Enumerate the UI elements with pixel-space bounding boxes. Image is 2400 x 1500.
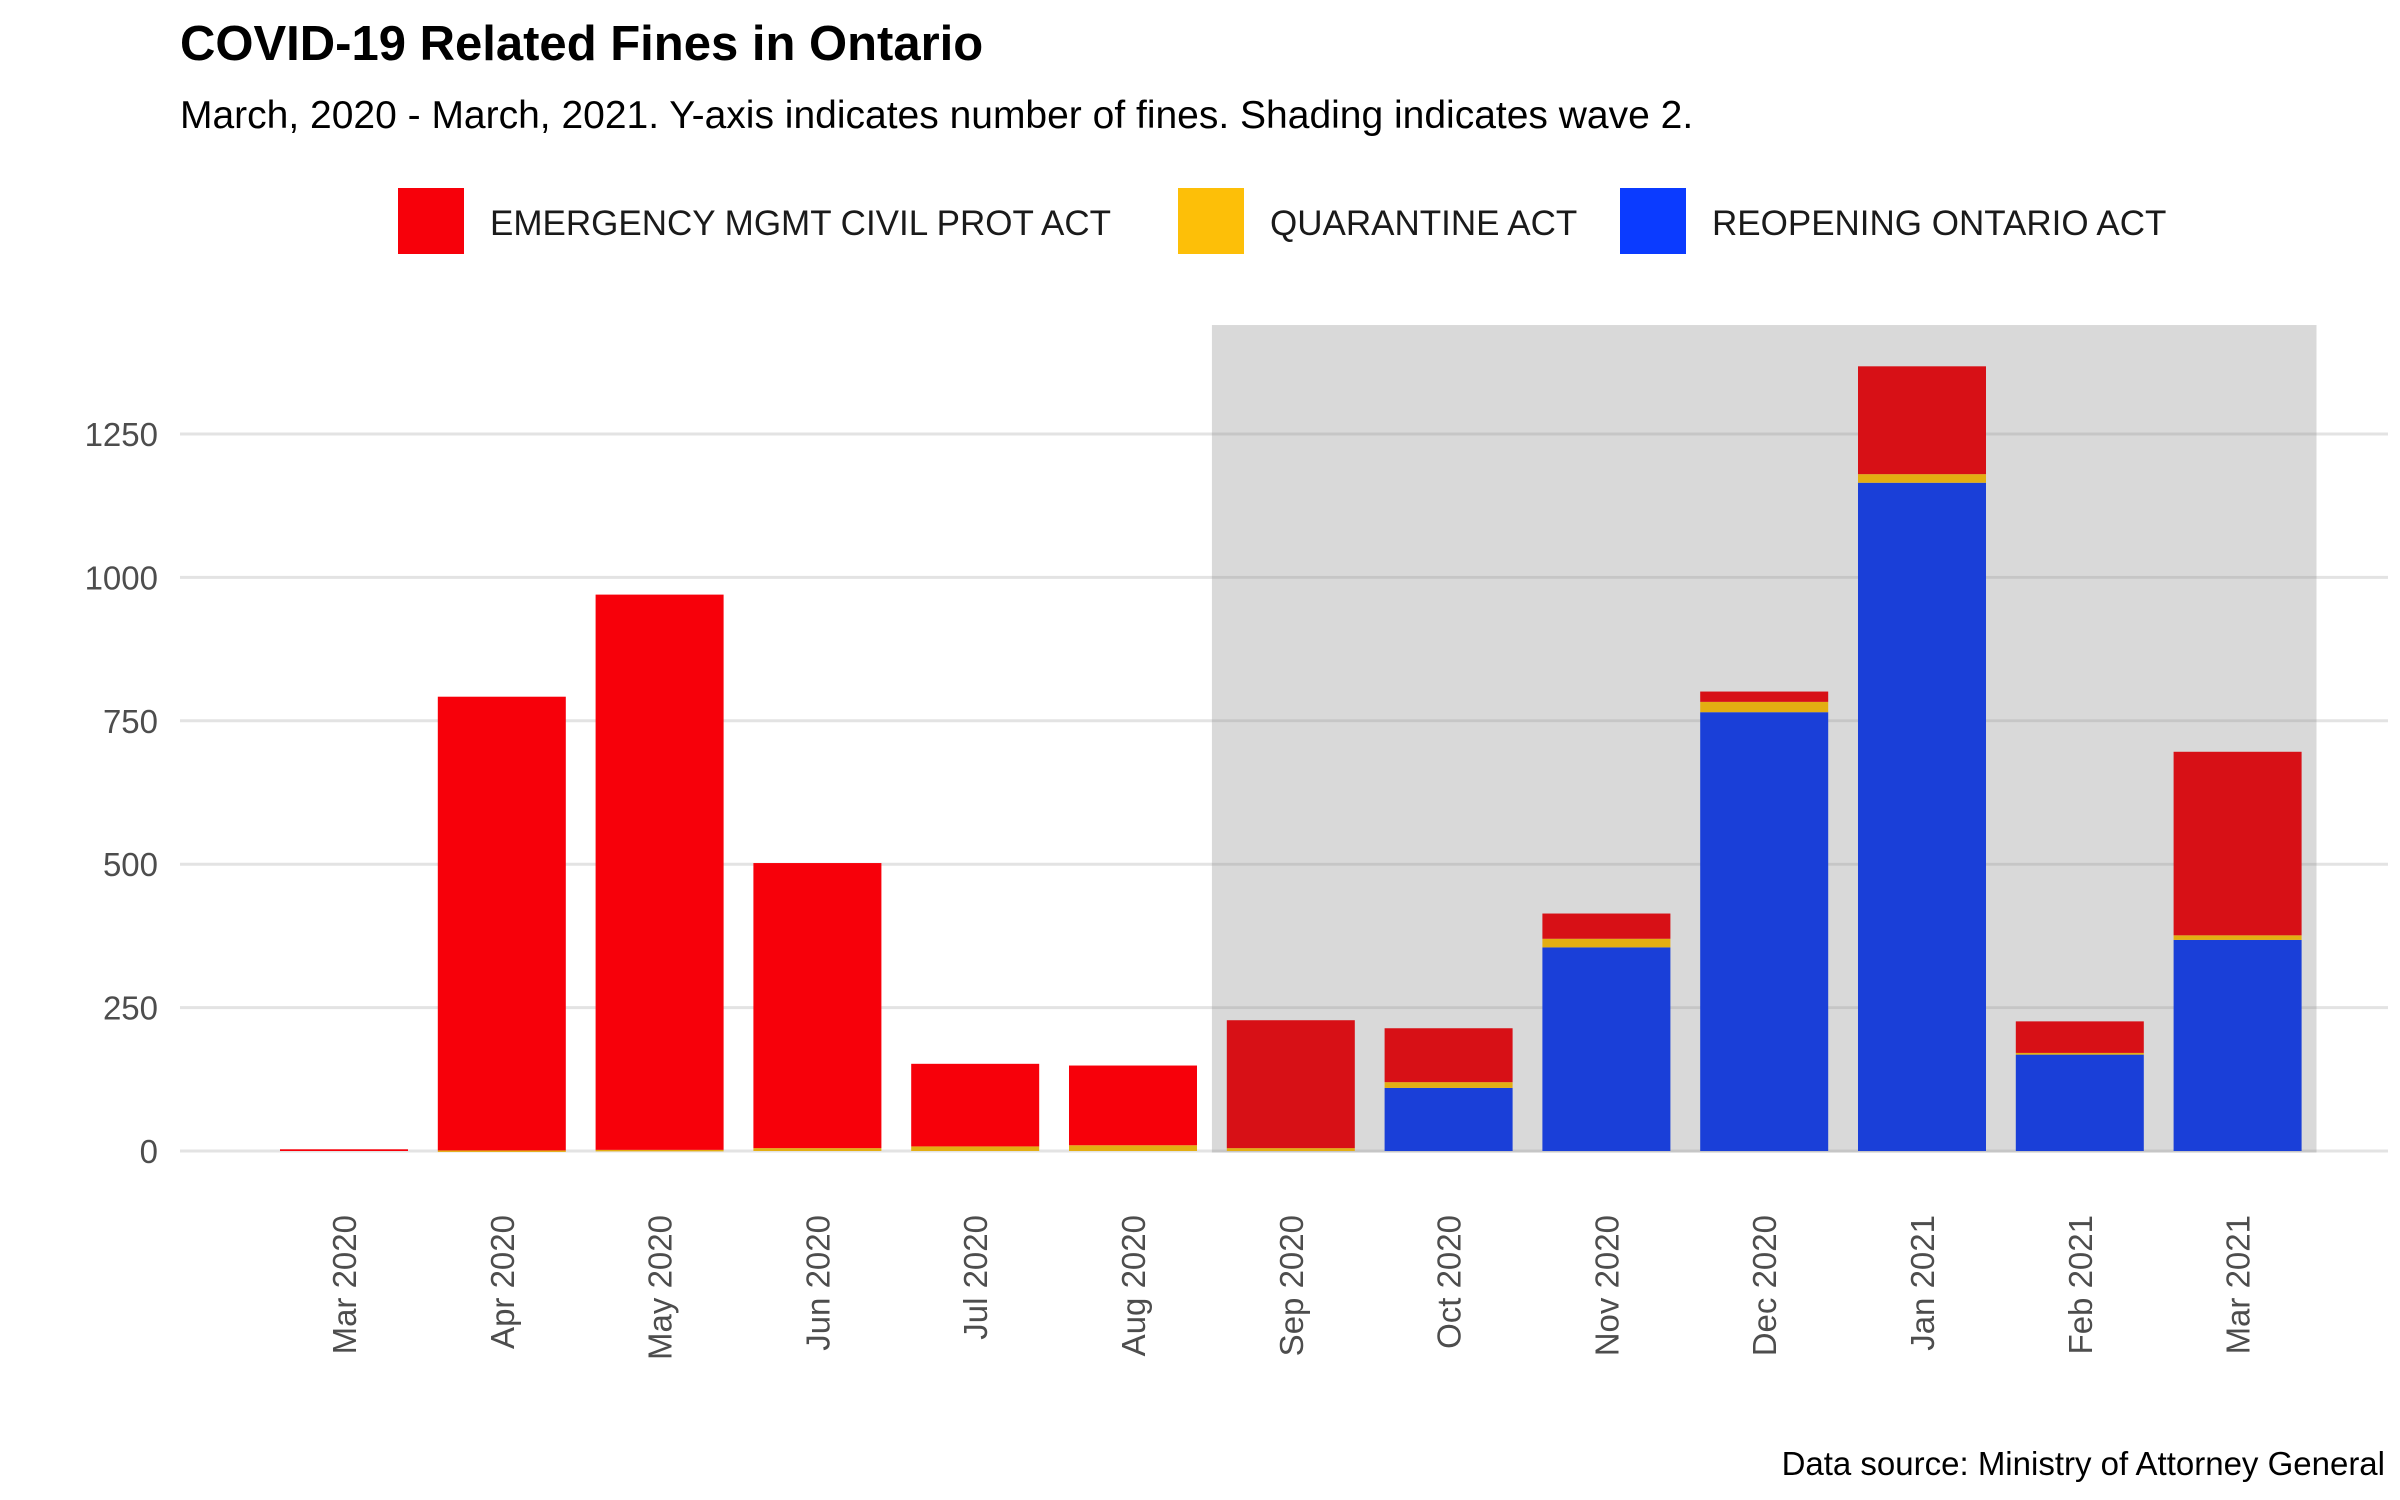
x-tick-label: Jan 2021 xyxy=(1904,1215,1941,1351)
bar-quarantine-act-apr-2020 xyxy=(437,1150,566,1152)
x-tick-label: May 2020 xyxy=(642,1215,679,1360)
y-tick-label: 750 xyxy=(103,703,158,740)
x-axis: Mar 2020 Apr 2020 May 2020 Jun 2020 Jul 2020… xyxy=(326,1215,2257,1360)
bar-reopening-ontario-act-dec-2020 xyxy=(1700,712,1829,1151)
legend-label: REOPENING ONTARIO ACT xyxy=(1712,204,2166,243)
bar-emergency-mgmt-civil-prot-act-dec-2020 xyxy=(1700,691,1829,702)
x-tick-label: Feb 2021 xyxy=(2062,1215,2099,1354)
bar-emergency-mgmt-civil-prot-act-feb-2021 xyxy=(2015,1021,2144,1053)
legend-label: EMERGENCY MGMT CIVIL PROT ACT xyxy=(490,204,1111,243)
x-tick-label: Aug 2020 xyxy=(1115,1215,1152,1356)
y-tick-label: 250 xyxy=(103,990,158,1027)
bar-quarantine-act-nov-2020 xyxy=(1542,938,1671,948)
plot-area: 0 250 500 750 1000 1250 Mar 2020 Apr 2020 May 2… xyxy=(85,325,2388,1360)
bar-emergency-mgmt-civil-prot-act-jan-2021 xyxy=(1858,366,1986,475)
bar-quarantine-act-jan-2021 xyxy=(1858,474,1986,483)
bar-emergency-mgmt-civil-prot-act-aug-2020 xyxy=(1069,1065,1197,1146)
y-tick-label: 1000 xyxy=(85,559,158,596)
legend-swatch xyxy=(1620,188,1686,254)
bar-quarantine-act-mar-2021 xyxy=(2173,935,2302,940)
bar-quarantine-act-aug-2020 xyxy=(1069,1145,1197,1151)
data-source-caption: Data source: Ministry of Attorney Genera… xyxy=(1782,1445,2385,1482)
bar-emergency-mgmt-civil-prot-act-jun-2020 xyxy=(753,863,882,1149)
y-axis: 0 250 500 750 1000 1250 xyxy=(85,416,158,1170)
x-tick-label: Jun 2020 xyxy=(799,1215,836,1351)
bar-reopening-ontario-act-oct-2020 xyxy=(1384,1087,1513,1151)
bar-emergency-mgmt-civil-prot-act-sep-2020 xyxy=(1226,1020,1355,1149)
bar-emergency-mgmt-civil-prot-act-jul-2020 xyxy=(911,1063,1040,1147)
bar-emergency-mgmt-civil-prot-act-mar-2020 xyxy=(280,1149,408,1151)
bar-quarantine-act-may-2020 xyxy=(595,1149,724,1152)
bar-reopening-ontario-act-feb-2021 xyxy=(2015,1054,2144,1151)
x-tick-label: Apr 2020 xyxy=(484,1215,521,1349)
bar-quarantine-act-sep-2020 xyxy=(1226,1148,1355,1151)
bar-reopening-ontario-act-nov-2020 xyxy=(1542,947,1671,1151)
x-tick-label: Mar 2021 xyxy=(2220,1215,2257,1354)
x-tick-label: Sep 2020 xyxy=(1273,1215,1310,1356)
x-tick-label: Jul 2020 xyxy=(957,1215,994,1340)
bar-quarantine-act-oct-2020 xyxy=(1384,1082,1513,1088)
x-tick-label: Oct 2020 xyxy=(1431,1215,1468,1349)
x-tick-label: Nov 2020 xyxy=(1588,1215,1625,1356)
legend-swatch xyxy=(398,188,464,254)
bar-quarantine-act-jul-2020 xyxy=(911,1146,1040,1151)
bar-emergency-mgmt-civil-prot-act-oct-2020 xyxy=(1384,1028,1513,1083)
bar-reopening-ontario-act-jan-2021 xyxy=(1858,482,1986,1152)
bar-quarantine-act-jun-2020 xyxy=(753,1148,882,1151)
legend-label: QUARANTINE ACT xyxy=(1270,204,1577,243)
y-tick-label: 500 xyxy=(103,846,158,883)
x-tick-label: Mar 2020 xyxy=(326,1215,363,1354)
chart-title: COVID-19 Related Fines in Ontario xyxy=(180,17,983,71)
chart-subtitle: March, 2020 - March, 2021. Y-axis indica… xyxy=(180,94,1693,137)
bars xyxy=(280,366,2302,1152)
x-tick-label: Dec 2020 xyxy=(1746,1215,1783,1356)
bar-emergency-mgmt-civil-prot-act-may-2020 xyxy=(595,594,724,1150)
bar-reopening-ontario-act-mar-2021 xyxy=(2173,939,2302,1151)
legend: EMERGENCY MGMT CIVIL PROT ACT QUARANTINE … xyxy=(398,188,2166,254)
bar-quarantine-act-feb-2021 xyxy=(2015,1052,2144,1055)
y-tick-label: 1250 xyxy=(85,416,158,453)
bar-emergency-mgmt-civil-prot-act-nov-2020 xyxy=(1542,913,1671,939)
bar-emergency-mgmt-civil-prot-act-mar-2021 xyxy=(2173,751,2302,936)
y-tick-label: 0 xyxy=(140,1133,158,1170)
legend-swatch xyxy=(1178,188,1244,254)
bar-emergency-mgmt-civil-prot-act-apr-2020 xyxy=(437,696,566,1151)
bar-quarantine-act-dec-2020 xyxy=(1700,701,1829,713)
